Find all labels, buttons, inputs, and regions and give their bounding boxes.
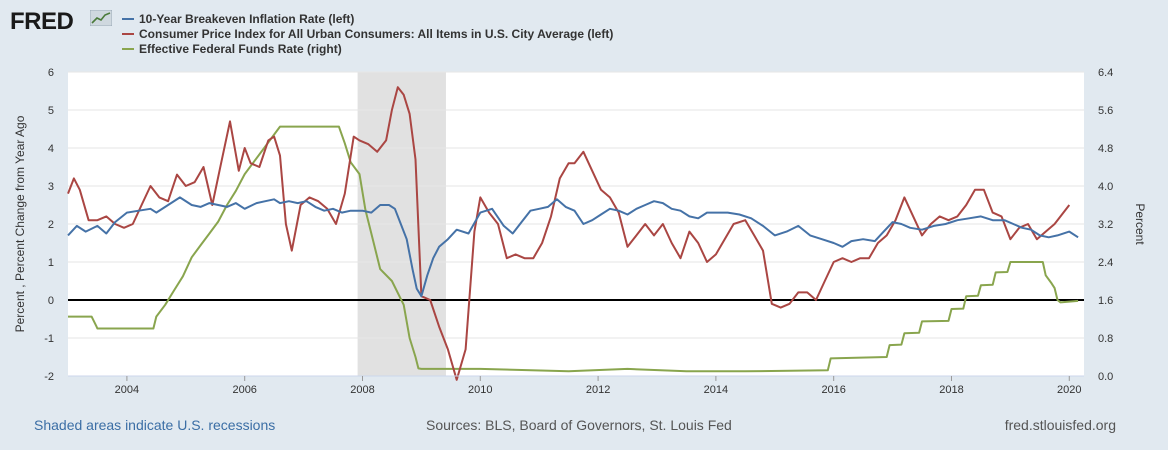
y-right-tick-label: 3.2 (1098, 219, 1113, 231)
y-axis-left: -2 -1 0 1 2 3 4 5 6 (44, 67, 54, 383)
chart-legend: 10-Year Breakeven Inflation Rate (left) … (122, 11, 613, 56)
y-left-tick-label: 5 (48, 105, 54, 117)
y-left-tick-label: 1 (48, 257, 54, 269)
x-tick-label: 2018 (939, 384, 963, 396)
legend-swatch-fedfunds (122, 47, 134, 50)
y-left-tick-label: 4 (48, 143, 54, 155)
x-tick-label: 2012 (586, 384, 610, 396)
y-right-tick-label: 0.8 (1098, 333, 1113, 345)
series-line-fedfunds[interactable] (68, 125, 1079, 373)
line-chart-icon (90, 10, 112, 26)
legend-swatch-cpi (122, 32, 134, 35)
x-axis: 2004 2006 2008 2010 2012 2014 2016 2018 2020 (68, 375, 1084, 396)
y-left-tick-label: 6 (48, 67, 54, 79)
y-axis-right-title: Percent (1133, 203, 1147, 245)
legend-item-fedfunds[interactable]: Effective Federal Funds Rate (right) (122, 41, 613, 56)
y-right-tick-label: 2.4 (1098, 257, 1113, 269)
legend-item-cpi[interactable]: Consumer Price Index for All Urban Consu… (122, 26, 613, 41)
x-tick-label: 2020 (1057, 384, 1081, 396)
x-tick-label: 2006 (232, 384, 256, 396)
y-right-tick-label: 5.6 (1098, 105, 1113, 117)
legend-swatch-breakeven (122, 17, 134, 20)
series-line-breakeven[interactable] (67, 196, 1079, 298)
y-right-tick-label: 0.0 (1098, 371, 1113, 383)
series-lines (67, 86, 1079, 381)
x-tick-label: 2014 (704, 384, 728, 396)
fred-logo[interactable]: FRED (10, 8, 74, 35)
site-link[interactable]: fred.stlouisfed.org (1004, 417, 1116, 433)
sources-text: Sources: BLS, Board of Governors, St. Lo… (426, 417, 732, 433)
x-tick-label: 2008 (350, 384, 374, 396)
x-tick-label: 2010 (468, 384, 492, 396)
legend-item-breakeven[interactable]: 10-Year Breakeven Inflation Rate (left) (122, 11, 613, 26)
y-left-tick-label: 2 (48, 219, 54, 231)
legend-label-cpi: Consumer Price Index for All Urban Consu… (139, 26, 614, 41)
y-left-tick-label: 0 (48, 295, 54, 307)
series-line-cpi[interactable] (67, 86, 1071, 381)
recession-note-link[interactable]: Shaded areas indicate U.S. recessions (34, 417, 276, 433)
y-right-tick-label: 4.0 (1098, 181, 1113, 193)
y-left-tick-label: -1 (44, 333, 54, 345)
legend-label-fedfunds: Effective Federal Funds Rate (right) (139, 41, 342, 56)
x-tick-label: 2016 (821, 384, 845, 396)
y-axis-right: 0.0 0.8 1.6 2.4 3.2 4.0 4.8 5.6 6.4 (1098, 67, 1113, 383)
legend-label-breakeven: 10-Year Breakeven Inflation Rate (left) (139, 11, 355, 26)
y-right-tick-label: 4.8 (1098, 143, 1113, 155)
y-left-tick-label: -2 (44, 371, 54, 383)
y-right-tick-label: 6.4 (1098, 67, 1113, 79)
y-left-tick-label: 3 (48, 181, 54, 193)
y-right-tick-label: 1.6 (1098, 295, 1113, 307)
x-tick-label: 2004 (115, 384, 139, 396)
y-axis-left-title: Percent , Percent Change from Year Ago (13, 115, 27, 332)
